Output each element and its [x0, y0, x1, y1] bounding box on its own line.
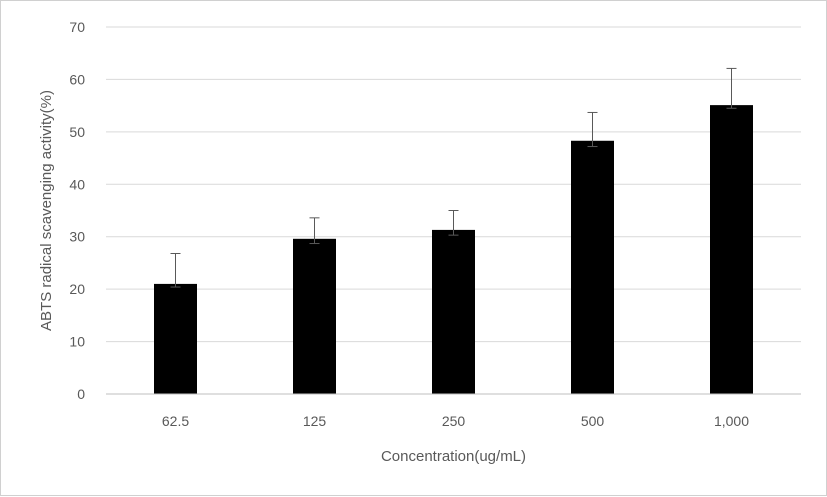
bar-500	[571, 140, 614, 394]
y-tick-label: 50	[69, 124, 85, 140]
error-bar	[726, 67, 737, 109]
y-axis-tick-labels: 0 10 20 30 40 50 60 70	[69, 19, 85, 402]
x-tick-label: 62.5	[162, 413, 189, 429]
x-tick-label: 1,000	[714, 413, 749, 429]
y-tick-label: 30	[69, 229, 85, 245]
y-axis-title: ABTS radical scavenging activity(%)	[38, 90, 55, 331]
y-tick-label: 10	[69, 334, 85, 350]
error-bars	[170, 67, 737, 288]
y-tick-label: 20	[69, 281, 85, 297]
error-bar	[309, 217, 320, 245]
x-axis-tick-labels: 62.5 125 250 500 1,000	[162, 413, 749, 429]
error-bar	[170, 252, 181, 288]
error-bar	[587, 111, 598, 148]
x-tick-label: 500	[581, 413, 605, 429]
x-axis-title: Concentration(ug/mL)	[381, 448, 526, 465]
bar-250	[432, 229, 475, 394]
bars	[154, 105, 753, 395]
error-bar	[448, 210, 459, 236]
y-tick-label: 60	[69, 71, 85, 87]
bar-125	[293, 238, 336, 394]
x-tick-label: 125	[303, 413, 327, 429]
y-tick-label: 40	[69, 176, 85, 192]
bar-62-5	[154, 283, 197, 394]
bar-1-000	[710, 105, 753, 395]
x-tick-label: 250	[442, 413, 466, 429]
y-tick-label: 0	[77, 386, 85, 402]
y-tick-label: 70	[69, 19, 85, 35]
